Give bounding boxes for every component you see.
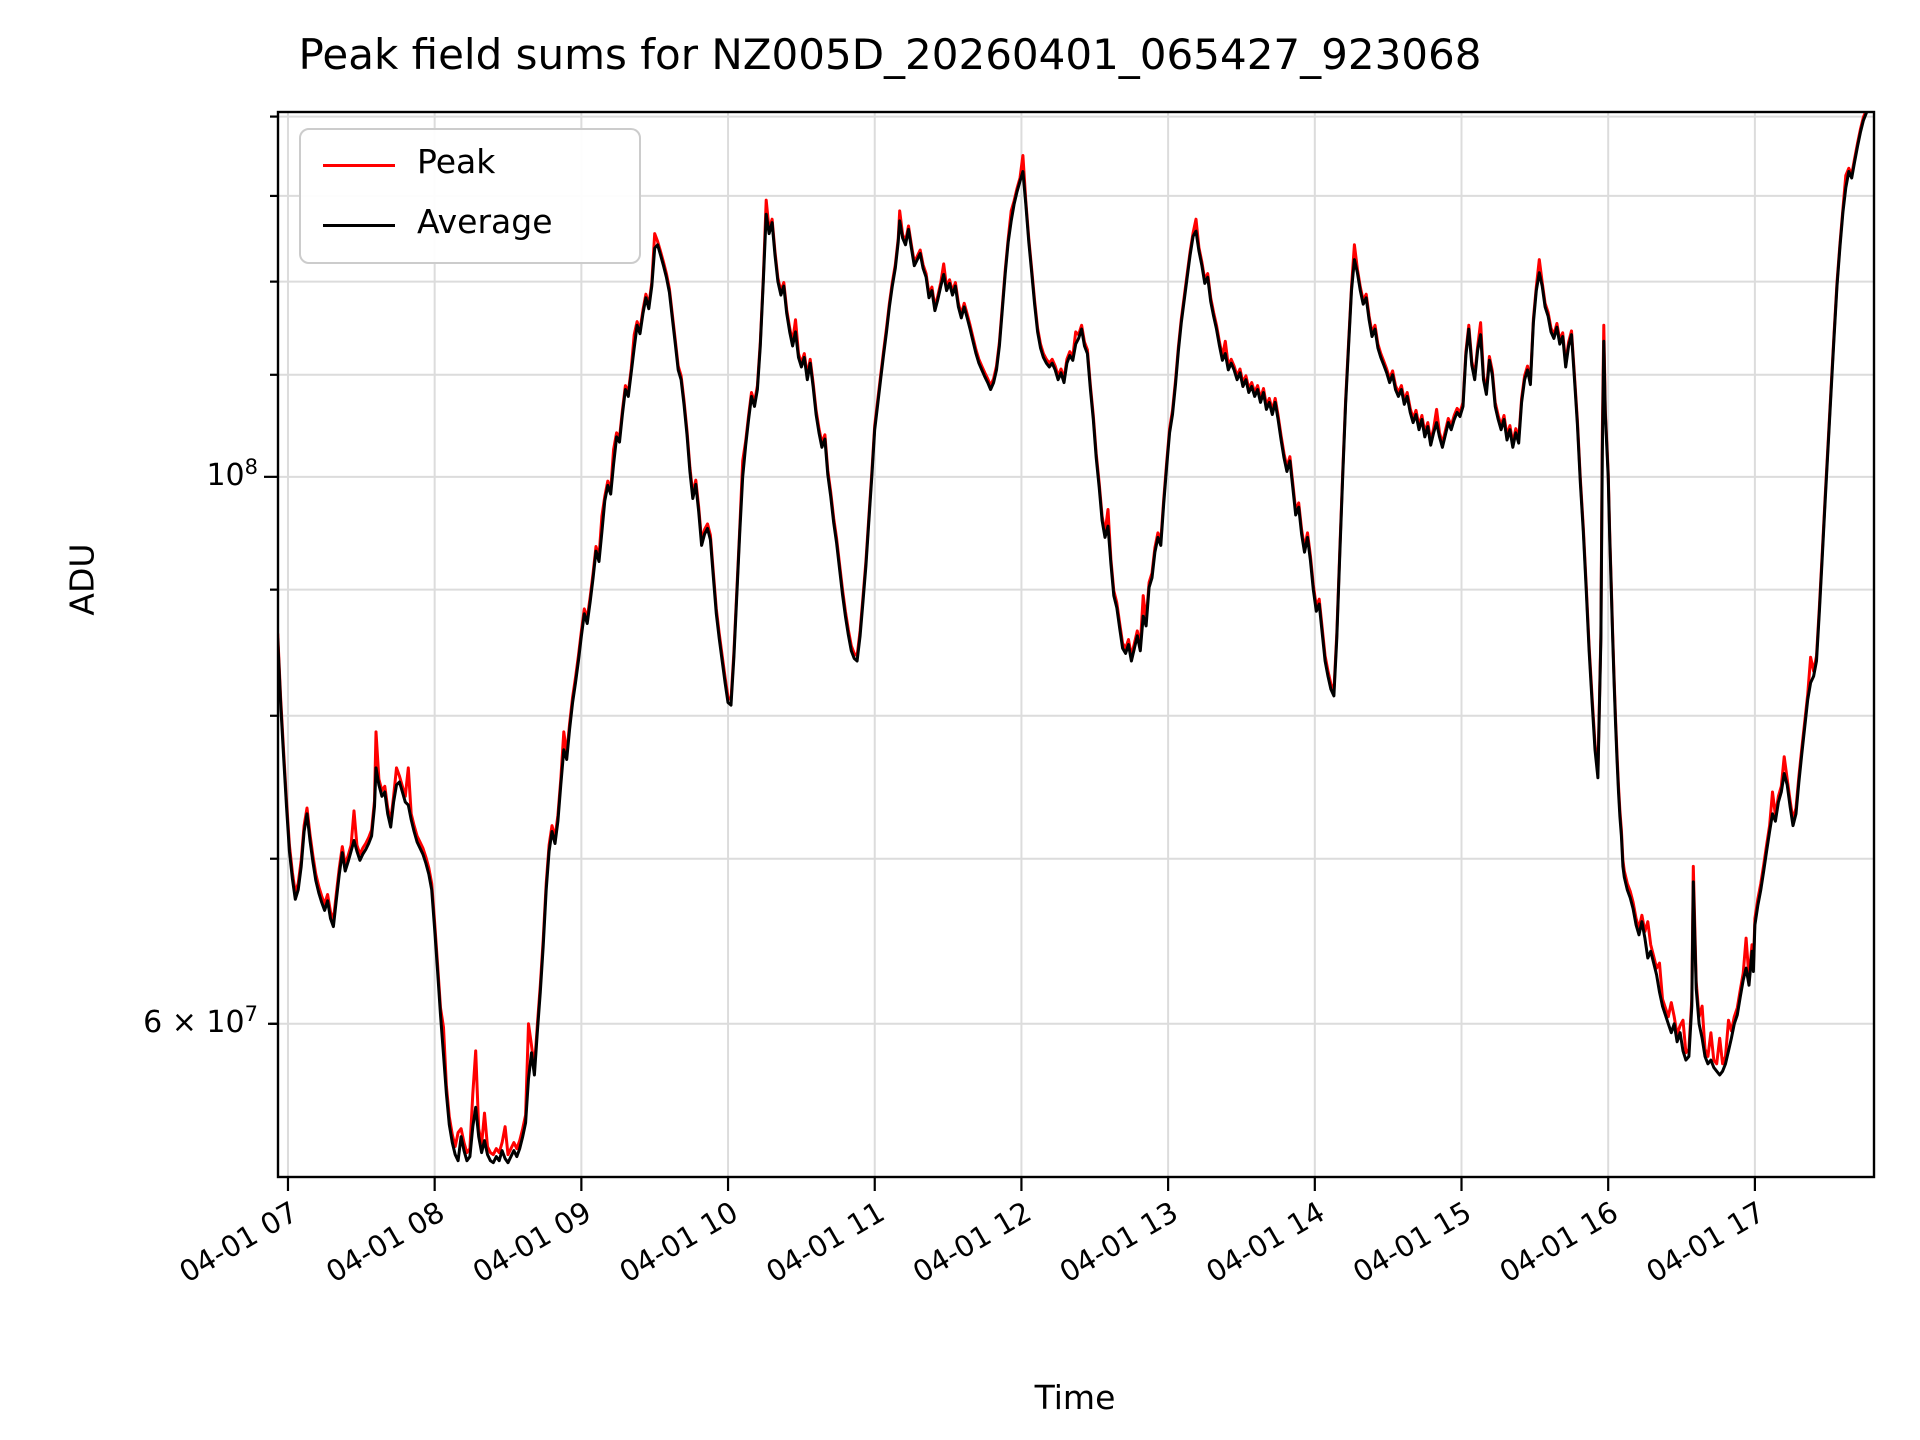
- x-tick-label: 04-01 08: [320, 1195, 450, 1290]
- x-tick-label: 04-01 13: [1054, 1195, 1184, 1290]
- x-tick-label: 04-01 09: [467, 1195, 597, 1290]
- legend-item-average: Average: [301, 196, 639, 262]
- legend-label-peak: Peak: [417, 142, 496, 181]
- chart-title: Peak field sums for NZ005D_20260401_0654…: [298, 30, 1482, 79]
- y-tick-major-base: 10: [206, 458, 245, 493]
- y-tick-minor-base: 6 × 10: [143, 1005, 245, 1040]
- peak-line-swatch: [323, 164, 395, 167]
- legend: Peak Average: [299, 128, 641, 264]
- axes-spines: [276, 110, 1876, 1179]
- average-line-swatch: [323, 224, 395, 227]
- y-tick-minor-exponent: 7: [244, 1002, 258, 1026]
- y-tick-major-exponent: 8: [244, 455, 258, 479]
- x-tick-label: 04-01 10: [614, 1195, 744, 1290]
- y-tick-label-1e8: 108: [28, 455, 258, 493]
- legend-item-peak: Peak: [301, 136, 639, 202]
- y-axis-label: ADU: [62, 543, 102, 616]
- average-series-line: [278, 112, 1869, 1165]
- y-tick-label-6e7: 6 × 107: [28, 1002, 258, 1040]
- x-tick-label: 04-01 07: [174, 1195, 304, 1290]
- x-tick-label: 04-01 16: [1494, 1195, 1624, 1290]
- x-tick-label: 04-01 15: [1347, 1195, 1477, 1290]
- legend-label-average: Average: [417, 202, 553, 241]
- x-tick-label: 04-01 12: [907, 1195, 1037, 1290]
- x-tick-label: 04-01 17: [1640, 1195, 1770, 1290]
- x-tick-label: 04-01 14: [1200, 1195, 1330, 1290]
- x-tick-labels: 04-01 07 04-01 08 04-01 09 04-01 10 04-01 11…: [174, 1195, 1771, 1290]
- series-lines: [278, 112, 1869, 1165]
- x-axis-label: Time: [1034, 1378, 1116, 1417]
- x-tick-label: 04-01 11: [760, 1195, 890, 1290]
- tick-marks: [264, 115, 1756, 1191]
- gridlines: [278, 112, 1874, 1177]
